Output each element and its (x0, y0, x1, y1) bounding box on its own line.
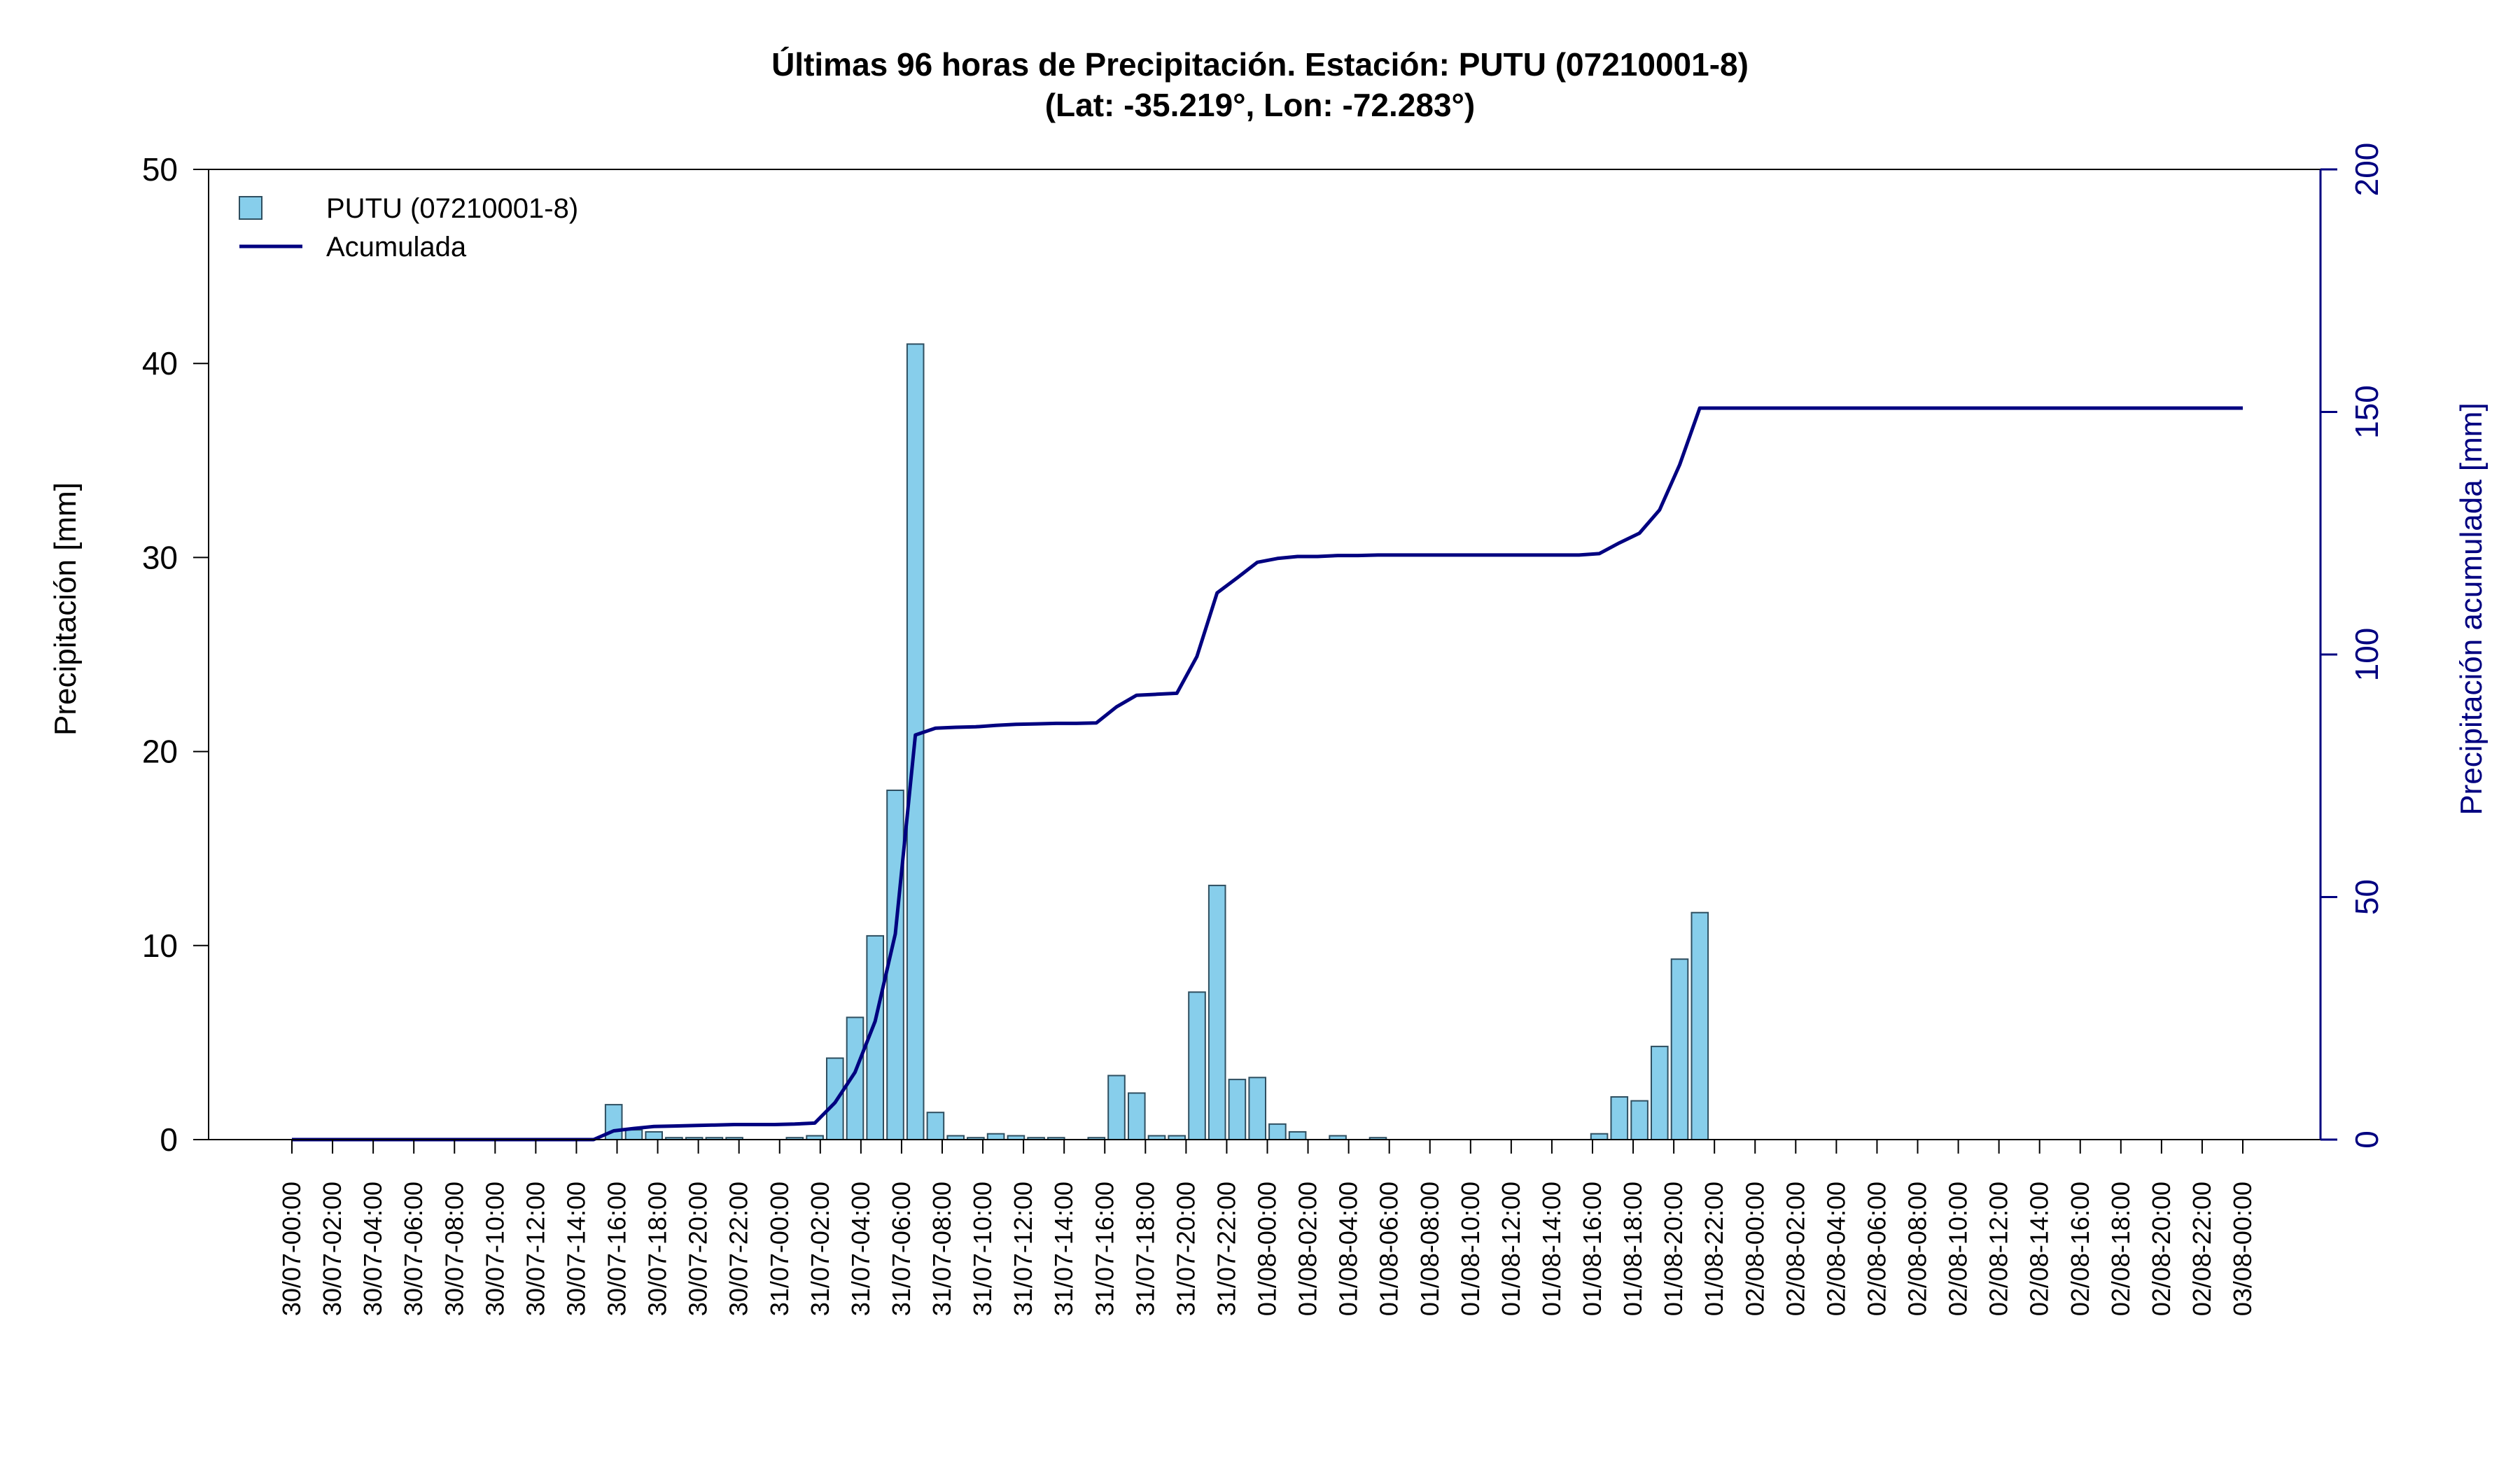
x-tick-label: 31/07-08:00 (927, 1182, 956, 1316)
x-tick-label: 02/08-00:00 (1740, 1182, 1769, 1316)
chart-title-line1: Últimas 96 horas de Precipitación. Estac… (771, 46, 1749, 83)
x-tick-label: 02/08-04:00 (1821, 1182, 1850, 1316)
x-tick-label: 02/08-02:00 (1781, 1182, 1809, 1316)
precip-bar (1590, 1133, 1609, 1140)
y-tick-label-left: 10 (142, 927, 178, 964)
legend-line-label: Acumulada (326, 232, 467, 262)
x-tick-label: 01/08-14:00 (1537, 1182, 1566, 1316)
y-tick-label-left: 40 (142, 345, 178, 382)
x-tick-label: 31/07-22:00 (1212, 1182, 1240, 1316)
precip-bar (1630, 1100, 1648, 1140)
precip-bar (1188, 991, 1206, 1141)
x-tick-label: 30/07-12:00 (521, 1182, 550, 1316)
precip-bar (1107, 1074, 1126, 1140)
x-tick-label: 30/07-20:00 (684, 1182, 713, 1316)
axes-group: 0 10 20 30 40 50 0 50 100 150 200 (142, 143, 2385, 1158)
precip-bar (1248, 1077, 1267, 1141)
x-tick-label: 31/07-06:00 (887, 1182, 916, 1316)
y-tick-label-left: 30 (142, 539, 178, 575)
x-tick-label: 31/07-00:00 (765, 1182, 794, 1316)
x-tick-label: 02/08-10:00 (1944, 1182, 1973, 1316)
chart-title-line2: (Lat: -35.219°, Lon: -72.283°) (1045, 87, 1476, 123)
x-tick-label: 02/08-08:00 (1903, 1182, 1932, 1316)
legend: PUTU (07210001-8) Acumulada (239, 193, 578, 262)
precip-bar (1128, 1092, 1146, 1140)
precip-bar (826, 1057, 844, 1140)
x-tick-label: 31/07-20:00 (1171, 1182, 1200, 1316)
x-tick-label: 01/08-08:00 (1415, 1182, 1444, 1316)
legend-bar-swatch (239, 196, 262, 220)
y-tick-label-right: 100 (2348, 628, 2385, 682)
x-tick-label: 02/08-16:00 (2066, 1182, 2094, 1316)
y-tick-label-right: 0 (2348, 1130, 2385, 1149)
x-tick-label: 03/08-00:00 (2228, 1182, 2257, 1316)
precip-bar (645, 1130, 664, 1141)
x-tick-label: 30/07-22:00 (724, 1182, 753, 1316)
precip-bar (1268, 1123, 1287, 1141)
x-ticks-group: 30/07-00:00 30/07-02:00 30/07-04:00 30/07-0… (277, 1140, 2257, 1316)
x-tick-label: 01/08-20:00 (1659, 1182, 1688, 1316)
x-tick-label: 31/07-12:00 (1009, 1182, 1037, 1316)
x-tick-label: 01/08-06:00 (1375, 1182, 1404, 1316)
y-tick-label-right: 150 (2348, 385, 2385, 439)
x-tick-label: 01/08-12:00 (1497, 1182, 1525, 1316)
x-tick-label: 02/08-22:00 (2188, 1182, 2216, 1316)
x-tick-label: 01/08-00:00 (1253, 1182, 1282, 1316)
x-tick-label: 31/07-16:00 (1090, 1182, 1119, 1316)
precip-bar (926, 1112, 945, 1140)
x-tick-label: 30/07-06:00 (399, 1182, 428, 1316)
x-tick-label: 30/07-02:00 (318, 1182, 346, 1316)
x-tick-label: 01/08-02:00 (1294, 1182, 1322, 1316)
legend-bar-label: PUTU (07210001-8) (326, 193, 578, 224)
precip-bar (1288, 1130, 1307, 1141)
x-tick-label: 31/07-18:00 (1130, 1182, 1159, 1316)
y-tick-label-right: 200 (2348, 143, 2385, 197)
x-tick-label: 30/07-10:00 (480, 1182, 509, 1316)
x-tick-label: 02/08-18:00 (2106, 1182, 2135, 1316)
accumulated-line (292, 406, 2243, 1142)
precip-bar (986, 1133, 1005, 1140)
x-tick-label: 31/07-04:00 (846, 1182, 875, 1316)
x-tick-label: 01/08-16:00 (1578, 1182, 1606, 1316)
y-tick-label-left: 20 (142, 734, 178, 770)
precip-bar (624, 1129, 643, 1140)
precip-bar (1228, 1079, 1247, 1140)
x-tick-label: 31/07-02:00 (806, 1182, 834, 1316)
x-tick-label: 01/08-22:00 (1700, 1182, 1728, 1316)
precip-bar (1208, 884, 1226, 1141)
x-tick-label: 01/08-18:00 (1618, 1182, 1647, 1316)
y-tick-label-left: 50 (142, 151, 178, 188)
x-tick-label: 01/08-04:00 (1334, 1182, 1363, 1316)
x-tick-label: 30/07-00:00 (277, 1182, 306, 1316)
y-tick-label-left: 0 (160, 1121, 178, 1158)
x-tick-label: 02/08-14:00 (2025, 1182, 2054, 1316)
x-tick-label: 30/07-16:00 (603, 1182, 631, 1316)
x-tick-label: 30/07-08:00 (440, 1182, 468, 1316)
y-axis-label-left: Precipitación [mm] (48, 482, 83, 736)
y-axis-label-right: Precipitación acumulada [mm] (2454, 402, 2488, 815)
precip-bar (1610, 1096, 1629, 1140)
bars-group (604, 343, 1709, 1141)
x-tick-label: 30/07-04:00 (358, 1182, 387, 1316)
x-tick-label: 01/08-10:00 (1456, 1182, 1485, 1316)
x-tick-label: 30/07-14:00 (561, 1182, 590, 1316)
x-tick-label: 02/08-12:00 (1984, 1182, 2013, 1316)
precip-bar (1690, 911, 1709, 1140)
y-tick-label-right: 50 (2348, 879, 2385, 915)
x-tick-label: 31/07-10:00 (968, 1182, 997, 1316)
precip-bar (1670, 958, 1689, 1140)
x-tick-label: 30/07-18:00 (643, 1182, 672, 1316)
precip-bar (1651, 1045, 1669, 1141)
x-tick-label: 02/08-20:00 (2147, 1182, 2176, 1316)
x-tick-label: 31/07-14:00 (1049, 1182, 1078, 1316)
accumulated-line-group (292, 406, 2243, 1142)
x-tick-label: 02/08-06:00 (1862, 1182, 1891, 1316)
